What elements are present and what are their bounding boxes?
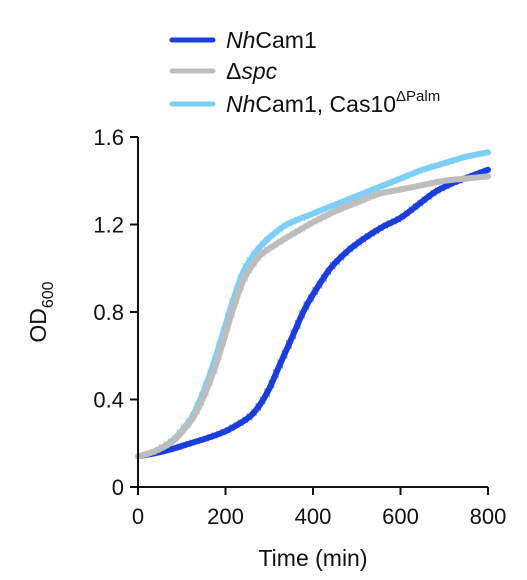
y-tick-label: 0.8 [93,300,124,325]
legend-label-delta-spc: Δspc [226,58,278,84]
legend-label-part: Nh [226,91,255,117]
legend-label-part: spc [241,58,277,84]
y-axis-label: OD600 [25,281,57,342]
y-axis-label-main: OD [25,308,51,343]
legend-label-part: Nh [226,27,255,53]
x-axis-label: Time (min) [258,545,367,571]
series-nhcam1-line [135,166,491,460]
legend: NhCam1 Δspc NhCam1, Cas10ΔPalm [169,27,440,117]
x-tick-label: 800 [470,504,507,529]
legend-label-nhcam1-cas10: NhCam1, Cas10ΔPalm [226,88,440,117]
x-ticks: 0 200 400 600 800 [132,487,506,529]
y-tick-label: 0 [112,475,124,500]
series-nhcam1-cas10-line [135,149,491,460]
y-tick-label: 0.4 [93,388,124,413]
x-tick-label: 200 [207,504,244,529]
y-tick-label: 1.6 [93,125,124,150]
series-delta-spc [135,173,491,460]
legend-label-part: ΔPalm [396,88,440,105]
legend-label-part: Cam1, Cas10 [255,91,396,117]
x-tick-label: 0 [132,504,144,529]
series-group [135,149,491,460]
y-tick-label: 1.2 [93,213,124,238]
x-tick-label: 600 [382,504,419,529]
plot-area: 0 0.4 0.8 1.2 1.6 0 200 400 600 800 [93,125,506,529]
x-tick-label: 400 [295,504,332,529]
legend-label-nhcam1: NhCam1 [226,27,317,53]
legend-label-part: Cam1 [255,27,316,53]
y-axis-label-subscript: 600 [40,281,57,308]
series-delta-spc-line [135,173,491,460]
series-nhcam1-cas10-error-bars [150,149,489,456]
y-ticks: 0 0.4 0.8 1.2 1.6 [93,125,138,500]
legend-label-part: Δ [226,58,241,84]
